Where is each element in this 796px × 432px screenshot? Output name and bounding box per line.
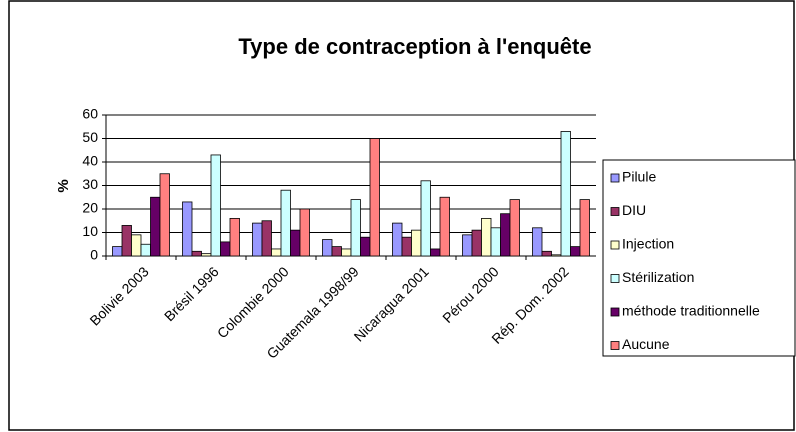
bar: [271, 248, 282, 257]
legend-swatch: [610, 341, 620, 350]
y-tick-label: 30: [82, 176, 98, 192]
bar: [252, 222, 263, 257]
legend-swatch: [610, 240, 620, 250]
bar: [420, 180, 431, 257]
bar: [439, 196, 450, 257]
legend-swatch: [610, 207, 620, 216]
bar: [579, 199, 590, 257]
legend-box: [602, 159, 796, 357]
bar: [500, 213, 511, 257]
bar: [462, 234, 473, 257]
bar: [471, 229, 482, 257]
bar: [541, 250, 552, 257]
chart-title: Type de contraception à l'enquête: [238, 34, 591, 59]
bar: [411, 229, 422, 257]
legend-label: Injection: [622, 236, 674, 252]
bar: [532, 227, 543, 257]
bar: [360, 236, 371, 257]
bar: [490, 227, 501, 257]
bar: [560, 131, 571, 257]
bar: [341, 248, 352, 257]
bar: [509, 199, 520, 257]
y-tick-label: 50: [82, 129, 98, 145]
bar: [140, 243, 151, 257]
y-tick-label: 40: [82, 153, 98, 169]
bar: [331, 246, 342, 257]
y-axis-label: %: [55, 179, 72, 192]
legend-label: DIU: [622, 202, 646, 218]
bar: [280, 189, 291, 257]
legend-label: méthode traditionnelle: [622, 303, 760, 319]
bar: [401, 236, 412, 257]
bar: [112, 246, 123, 257]
legend-swatch: [610, 307, 620, 317]
bar: [131, 234, 142, 257]
bar: [191, 250, 202, 257]
bar: [369, 138, 380, 257]
y-tick-label: 10: [82, 223, 98, 239]
bar: [299, 208, 310, 257]
bar: [570, 246, 581, 257]
legend-swatch: [610, 274, 620, 283]
legend-label: Stérilization: [622, 269, 694, 285]
bar: [182, 201, 193, 257]
bar: [481, 217, 492, 257]
bar: [201, 253, 212, 257]
bar: [430, 248, 441, 257]
bar: [121, 225, 132, 257]
bar: [229, 217, 240, 257]
bar: [290, 229, 301, 257]
bar: [220, 241, 231, 257]
legend-label: Aucune: [622, 336, 670, 352]
bar: [210, 154, 221, 257]
y-tick-label: 20: [82, 200, 98, 216]
bar: [392, 222, 403, 257]
bar: [322, 239, 333, 257]
y-tick-label: 60: [82, 106, 98, 122]
bar: [350, 199, 361, 257]
bar: [261, 220, 272, 257]
y-tick-label: 0: [90, 247, 98, 263]
bar: [551, 254, 562, 257]
bar: [150, 196, 161, 257]
legend-label: Pilule: [622, 169, 656, 185]
bar: [159, 173, 170, 257]
legend-swatch: [610, 173, 620, 183]
